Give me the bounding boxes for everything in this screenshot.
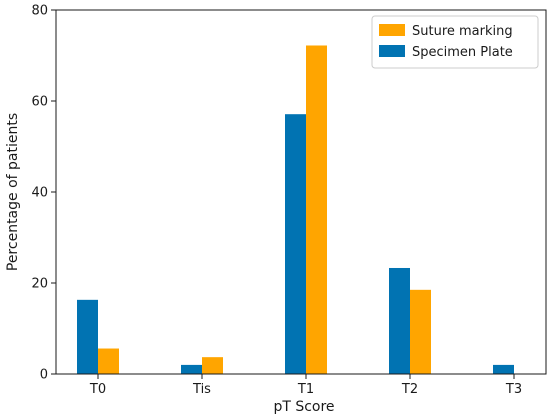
y-tick-label: 80 bbox=[31, 4, 48, 19]
bar-suture-marking-tis bbox=[202, 357, 223, 374]
x-tick-label: T1 bbox=[297, 382, 314, 397]
bar-suture-marking-t1 bbox=[306, 45, 327, 375]
x-tick-label: T0 bbox=[89, 382, 106, 397]
bar-suture-marking-t0 bbox=[98, 348, 119, 374]
bar-specimen-plate-tis bbox=[181, 364, 202, 374]
y-axis-title: Percentage of patients bbox=[5, 113, 21, 271]
axes-layer: T0 Tis T1 T2 T3 0 20 40 60 80 bbox=[31, 4, 547, 397]
plot-frame bbox=[55, 9, 547, 375]
x-tick-label: T3 bbox=[505, 382, 522, 397]
bar-specimen-plate-t1 bbox=[285, 114, 306, 374]
x-tick-label: Tis bbox=[192, 382, 211, 397]
bar-suture-marking-t2 bbox=[410, 289, 431, 374]
bar-specimen-plate-t0 bbox=[77, 299, 98, 374]
y-tick-label: 60 bbox=[31, 95, 48, 110]
bar-specimen-plate-t2 bbox=[389, 267, 410, 374]
legend-swatch bbox=[379, 45, 405, 57]
y-tick-label: 40 bbox=[31, 186, 48, 201]
y-tick-label: 0 bbox=[40, 368, 48, 383]
x-tick-label: T2 bbox=[401, 382, 418, 397]
legend-label: Specimen Plate bbox=[412, 45, 513, 60]
legend: Suture marking Specimen Plate bbox=[371, 15, 539, 69]
legend-label: Suture marking bbox=[412, 24, 513, 39]
legend-swatch bbox=[379, 24, 405, 36]
bars-layer bbox=[77, 45, 514, 375]
y-tick-label: 20 bbox=[31, 277, 48, 292]
bar-specimen-plate-t3 bbox=[493, 364, 514, 374]
x-axis-title: pT Score bbox=[273, 399, 334, 415]
legend-box bbox=[371, 15, 539, 69]
